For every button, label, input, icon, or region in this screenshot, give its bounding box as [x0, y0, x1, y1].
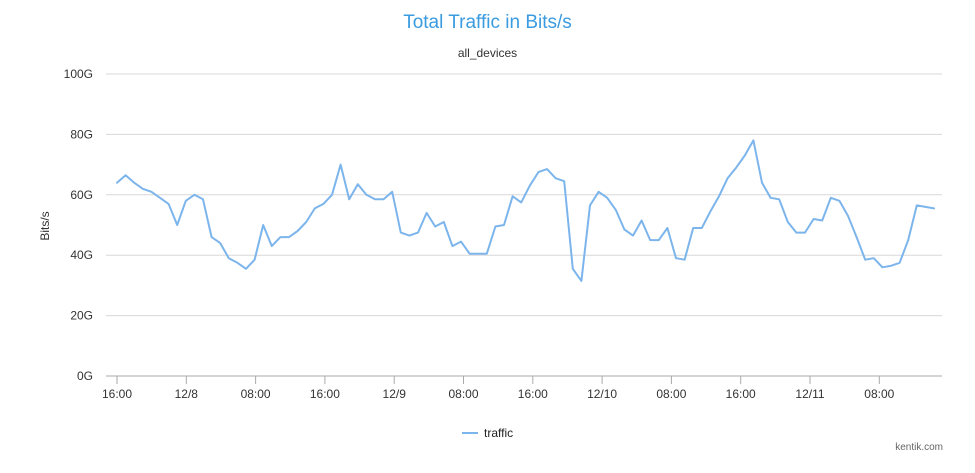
chart-subtitle: all_devices: [457, 46, 518, 60]
x-tick-label: 12/11: [795, 387, 824, 401]
x-tick-label: 16:00: [726, 387, 756, 401]
y-tick-label: 60G: [70, 188, 93, 202]
legend-label[interactable]: traffic: [484, 426, 513, 440]
gridlines: [106, 73, 942, 377]
y-tick-label: 100G: [64, 67, 93, 81]
x-axis: 16:00 12/8 08:00 16:00 12/9 08:00 16:00 12/10 08…: [102, 376, 895, 401]
x-tick-label: 08:00: [656, 387, 686, 401]
x-tick-label: 12/8: [175, 387, 199, 401]
credit-text: kentik.com: [895, 442, 943, 453]
y-axis: 0G 20G 40G 60G 80G 100G: [64, 67, 93, 383]
x-tick-label: 08:00: [448, 387, 478, 401]
y-tick-label: 40G: [70, 248, 93, 262]
x-tick-label: 08:00: [241, 387, 271, 401]
legend[interactable]: traffic: [462, 426, 513, 440]
x-tick-label: 12/10: [587, 387, 617, 401]
x-tick-label: 16:00: [518, 387, 548, 401]
y-tick-label: 80G: [70, 127, 93, 141]
y-tick-label: 0G: [77, 369, 93, 383]
x-tick-label: 08:00: [864, 387, 894, 401]
y-axis-label: Bits/s: [38, 211, 52, 240]
y-tick-label: 20G: [70, 309, 93, 323]
series-line-traffic[interactable]: [116, 139, 935, 282]
chart-title: Total Traffic in Bits/s: [403, 12, 572, 33]
series-layer: [116, 139, 935, 282]
x-tick-label: 16:00: [310, 387, 340, 401]
x-tick-label: 16:00: [102, 387, 132, 401]
x-tick-label: 12/9: [383, 387, 407, 401]
